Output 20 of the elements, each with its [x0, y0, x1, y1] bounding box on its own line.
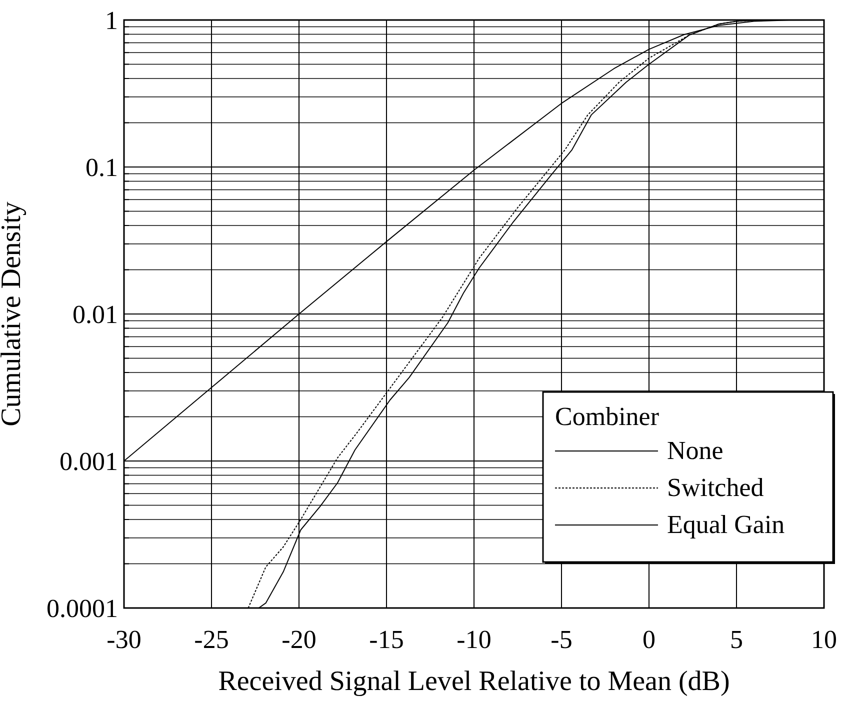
x-tick-label: 5 — [730, 625, 743, 654]
x-tick-label: -30 — [106, 625, 142, 654]
x-tick-label: 10 — [811, 625, 837, 654]
x-tick-label: -15 — [369, 625, 404, 654]
y-tick-label: 0.0001 — [46, 594, 118, 624]
legend-title: Combiner — [555, 402, 660, 431]
x-tick-label: -25 — [194, 625, 229, 654]
x-tick-label: -10 — [456, 625, 492, 654]
y-tick-label: 0.1 — [86, 153, 118, 182]
legend-label: None — [667, 436, 724, 465]
x-tick-label: -5 — [550, 625, 572, 654]
y-tick-label: 0.001 — [60, 447, 118, 476]
x-tick-label: -20 — [282, 625, 316, 654]
legend-label: Switched — [667, 473, 764, 502]
x-axis-title: Received Signal Level Relative to Mean (dB) — [218, 666, 730, 697]
legend-label: Equal Gain — [667, 510, 785, 539]
y-tick-label: 1 — [105, 6, 118, 36]
y-axis-title: Cumulative Density — [0, 202, 27, 426]
y-tick-label: 0.01 — [72, 300, 118, 330]
x-tick-label: 0 — [642, 625, 656, 654]
